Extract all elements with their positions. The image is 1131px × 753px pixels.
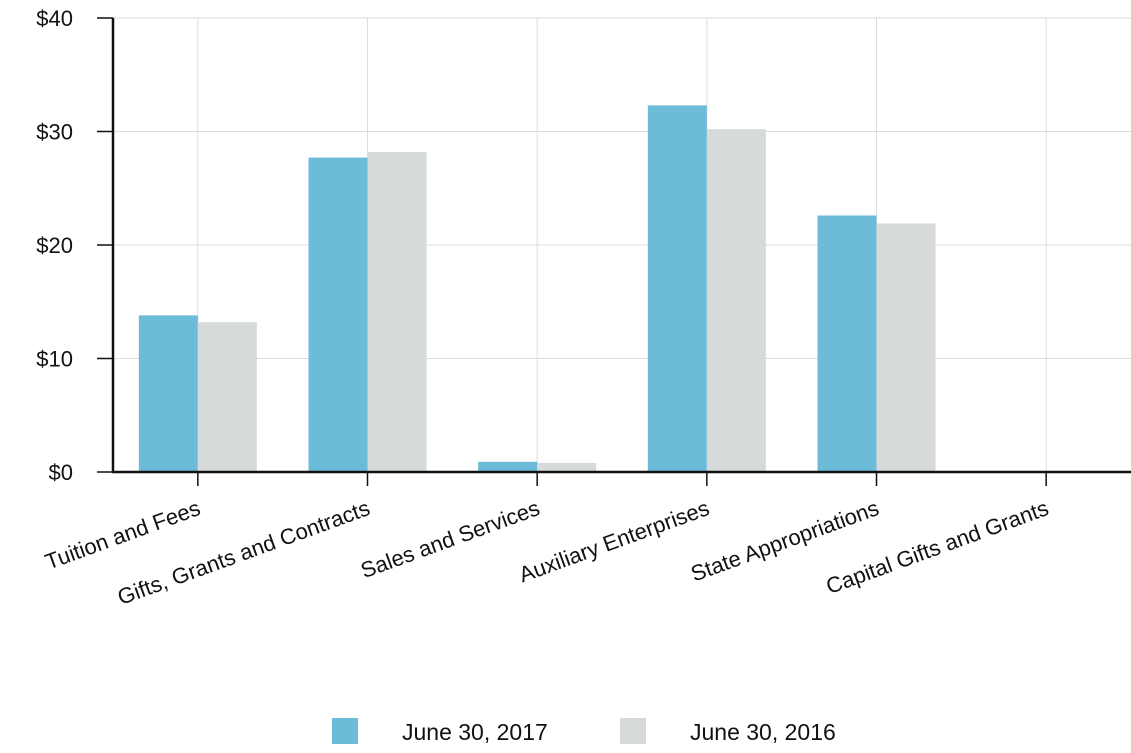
y-tick-label: $30	[36, 120, 73, 145]
bar	[817, 215, 877, 473]
bar	[197, 322, 257, 472]
y-tick-label: $20	[36, 233, 73, 258]
bar	[138, 315, 198, 472]
legend-label-series-2: June 30, 2016	[690, 719, 836, 745]
bar	[537, 462, 597, 472]
x-tick-label: Sales and Services	[357, 495, 543, 583]
y-axis-ticks: $0 $10 $20 $30 $40	[36, 6, 113, 485]
bar	[647, 105, 707, 473]
legend-label-series-1: June 30, 2017	[402, 719, 548, 745]
y-tick-label: $0	[49, 460, 73, 485]
bar	[706, 129, 766, 473]
y-tick-label: $10	[36, 347, 73, 372]
legend-swatch-series-2	[620, 718, 646, 744]
bar	[478, 461, 538, 472]
bars	[138, 105, 936, 473]
grid-lines	[113, 17, 1131, 472]
y-tick-label: $40	[36, 6, 73, 31]
x-tick-label: Auxiliary Enterprises	[516, 495, 713, 587]
legend-swatch-series-1	[332, 718, 358, 744]
bar	[367, 151, 427, 472]
bar	[308, 157, 368, 473]
legend: June 30, 2017 June 30, 2016	[0, 712, 1131, 752]
bar	[876, 223, 936, 472]
